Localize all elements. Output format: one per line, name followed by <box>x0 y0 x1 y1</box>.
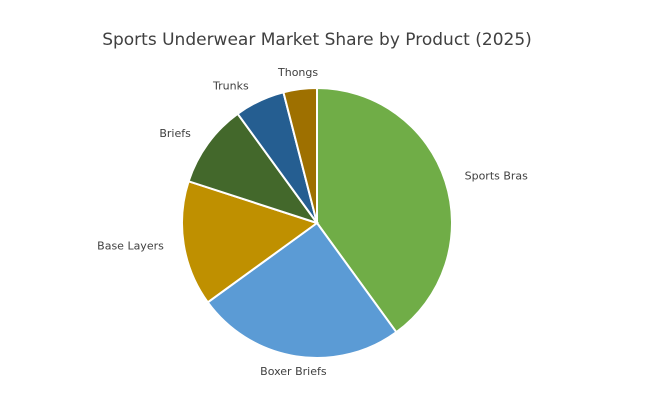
pie-slice <box>206 221 398 359</box>
chart-title: Sports Underwear Market Share by Product… <box>102 30 532 50</box>
pie-slice <box>187 112 320 225</box>
slice-label: Boxer Briefs <box>260 365 327 378</box>
pie-slice <box>316 86 453 334</box>
pie-slice <box>282 86 318 224</box>
pie-slice <box>181 180 320 304</box>
slice-label: Thongs <box>277 66 318 79</box>
slice-label: Trunks <box>212 79 249 92</box>
slice-label: Briefs <box>159 127 191 140</box>
slice-label: Sports Bras <box>465 169 529 182</box>
slice-label: Base Layers <box>97 240 164 253</box>
